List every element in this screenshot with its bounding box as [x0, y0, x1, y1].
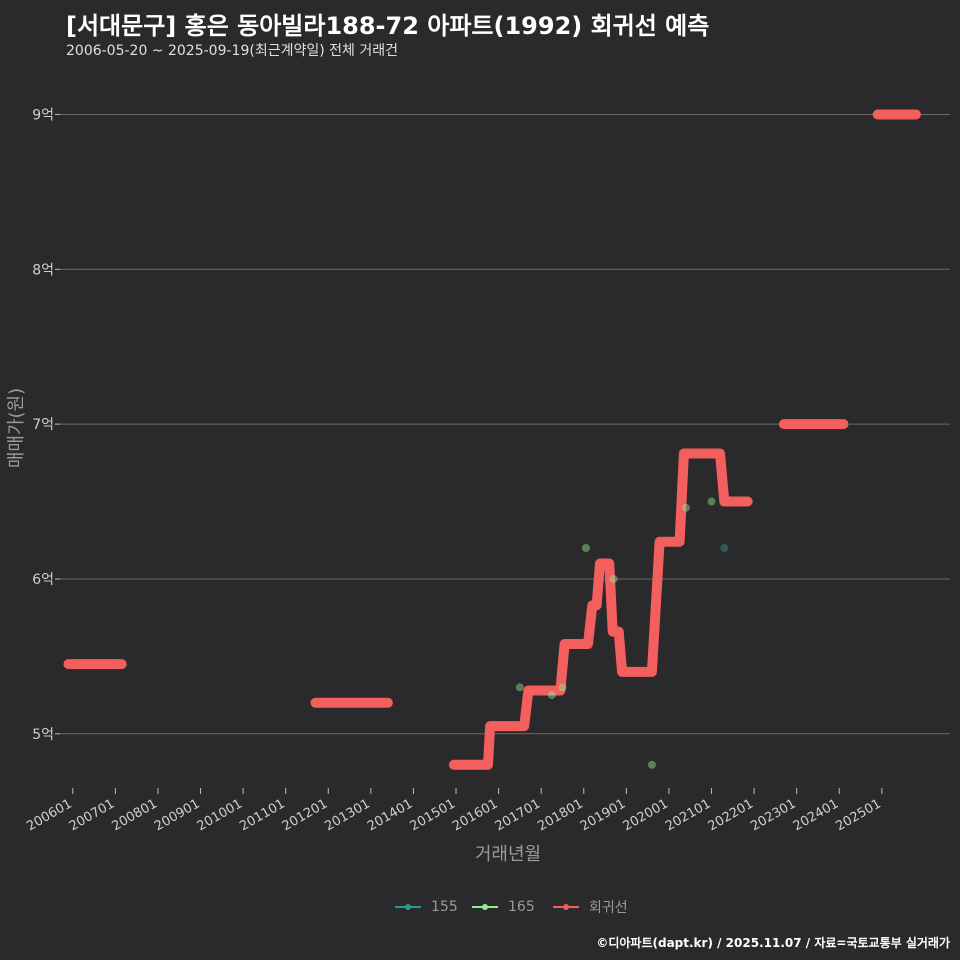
x-tick-label: 201901	[578, 796, 628, 834]
x-tick-label: 200901	[152, 796, 202, 834]
x-tick-label: 200601	[24, 796, 74, 834]
data-point-165	[707, 497, 716, 506]
x-tick-label: 201801	[535, 796, 585, 834]
data-point-165	[515, 683, 524, 692]
x-tick-label: 201401	[365, 796, 415, 834]
x-tick-label: 200801	[109, 796, 159, 834]
x-axis-title: 거래년월	[475, 844, 541, 865]
chart-title: [서대문구] 홍은 동아빌라188-72 아파트(1992) 회귀선 예측	[66, 12, 710, 40]
x-tick-label: 201001	[195, 796, 245, 834]
chart-subtitle: 2006-05-20 ~ 2025-09-19(최근계약일) 전체 거래건	[66, 43, 398, 59]
data-point-165	[609, 574, 618, 583]
data-point-165	[581, 544, 590, 552]
data-point-165	[647, 760, 656, 769]
y-axis-title: 매매가(원)	[6, 388, 27, 468]
legend-label-165: 165	[508, 899, 535, 915]
footer-credit: ©디아파트(dapt.kr) / 2025.11.07 / 자료=국토교통부 실…	[596, 936, 950, 950]
legend-item-155: 155	[395, 896, 458, 918]
legend-label-155: 155	[431, 899, 458, 915]
x-tick-label: 201301	[322, 796, 372, 834]
y-tick-label: 8억	[32, 262, 54, 278]
x-tick-label: 201701	[493, 796, 543, 834]
x-tick-label: 202401	[791, 796, 841, 834]
x-tick-label: 200701	[67, 796, 117, 834]
y-tick-label: 9억	[32, 107, 54, 123]
x-tick-label: 201101	[237, 796, 287, 834]
chart-canvas: 5억 6억 7억 8억 9억 200601200701200801200901201001…	[6, 107, 950, 865]
y-tick-label: 7억	[32, 417, 54, 433]
x-tick-label: 201201	[280, 796, 330, 834]
data-point-165	[558, 683, 567, 692]
x-tick-label: 202301	[748, 796, 798, 834]
x-tick-label: 201601	[450, 796, 500, 834]
y-tick-label: 5억	[32, 727, 54, 743]
legend-item-regression: 회귀선	[553, 896, 628, 918]
legend-key-165	[472, 897, 498, 917]
legend-key-155	[395, 897, 421, 917]
legend-item-165: 165	[472, 896, 535, 918]
legend-key-regression	[553, 897, 579, 917]
data-point-165	[681, 503, 690, 512]
x-tick-label: 202501	[833, 796, 883, 834]
legend-label-regression: 회귀선	[589, 900, 628, 916]
legend: 155 165 회귀선	[0, 896, 960, 918]
x-tick-label: 202201	[706, 796, 756, 834]
data-point-155	[720, 544, 729, 552]
x-tick-label: 202001	[620, 796, 670, 834]
y-tick-label: 6억	[32, 572, 54, 588]
data-point-165	[547, 691, 556, 700]
x-tick-label: 201501	[408, 796, 458, 834]
x-tick-label: 202101	[663, 796, 713, 834]
regression-line	[448, 448, 753, 770]
